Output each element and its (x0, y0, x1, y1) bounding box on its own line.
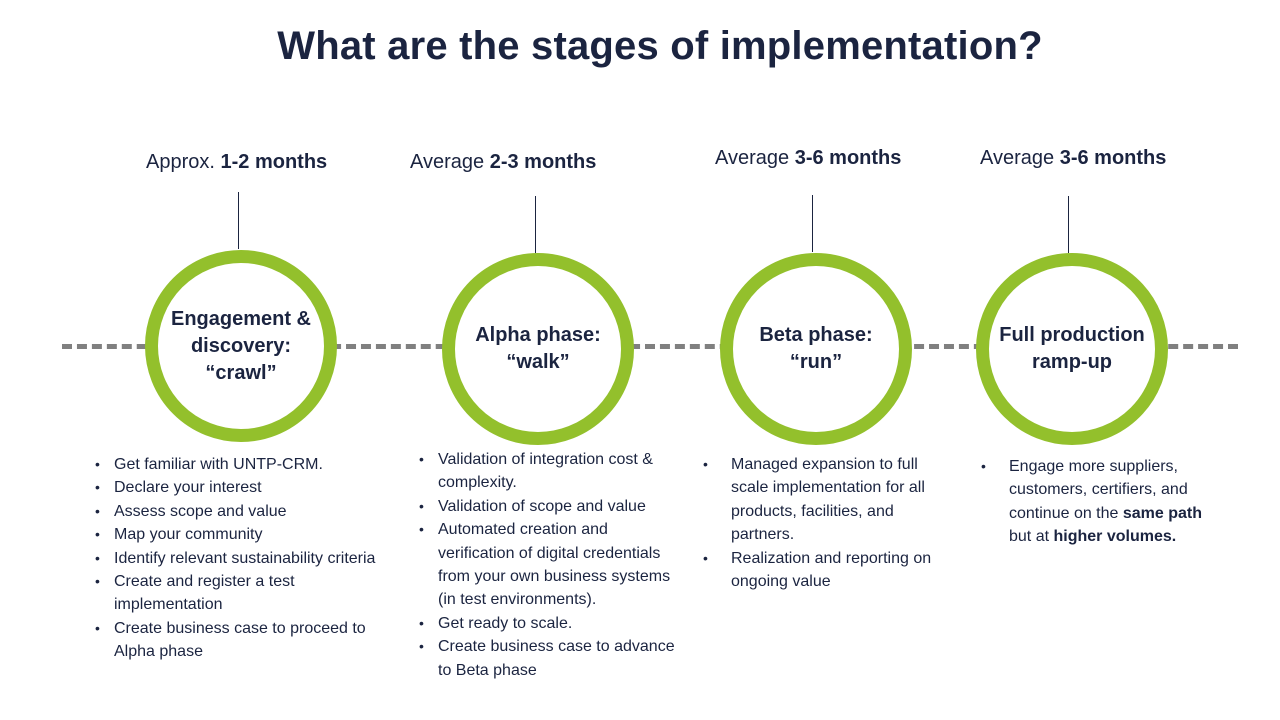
stage-3-connector (812, 195, 813, 252)
timeline-dashed-line (62, 344, 1238, 349)
stage-4-label: Full production ramp-up (999, 324, 1145, 373)
list-item: Create business case to advance to Beta … (416, 635, 686, 682)
stage-3-duration: Average 3-6 months (715, 147, 901, 170)
stage-1-bullet-list: Get familiar with UNTP-CRM. Declare your… (92, 453, 412, 664)
list-item: Get ready to scale. (416, 612, 686, 636)
stage-2-duration-prefix: Average (410, 151, 485, 173)
list-item: Create and register a test implementatio… (92, 570, 344, 617)
stage-4-duration-prefix: Average (980, 147, 1055, 169)
stage-1-duration-value: 1-2 months (220, 151, 328, 173)
stage-1-connector (238, 192, 239, 249)
stage-4-circle: Full production ramp-up (976, 253, 1168, 445)
stage-4-bullet-emphasis-path: same path (1122, 504, 1203, 522)
stage-3-duration-value: 3-6 months (794, 147, 902, 169)
list-item: Get familiar with UNTP-CRM. (92, 453, 412, 477)
stage-1-label: Engagement & discovery: “crawl” (170, 307, 312, 384)
list-item: Declare your interest (92, 476, 412, 500)
stage-3-bullet-list: Managed expansion to full scale implemen… (699, 453, 939, 593)
list-item: Assess scope and value (92, 500, 412, 524)
stage-1-circle: Engagement & discovery: “crawl” (145, 250, 337, 442)
stage-4-bullet-text-middle: but at (1009, 528, 1050, 546)
stage-2-connector (535, 196, 536, 253)
stage-3-duration-prefix: Average (715, 147, 790, 169)
stage-1-duration: Approx. 1-2 months (146, 151, 327, 174)
stage-4-duration: Average 3-6 months (980, 147, 1166, 170)
list-item: Automated creation and verification of d… (416, 518, 686, 612)
list-item: Identify relevant sustainability criteri… (92, 547, 412, 571)
list-item: Managed expansion to full scale implemen… (699, 453, 939, 547)
stage-2-duration: Average 2-3 months (410, 151, 596, 174)
list-item: Validation of scope and value (416, 495, 686, 519)
stage-4-duration-value: 3-6 months (1059, 147, 1167, 169)
stage-4-connector (1068, 196, 1069, 253)
stage-1-duration-prefix: Approx. (146, 151, 215, 173)
list-item: Validation of integration cost & complex… (416, 448, 686, 495)
stage-4-bullet-list: Engage more suppliers, customers, certif… (977, 455, 1227, 549)
stage-2-bullet-list: Validation of integration cost & complex… (416, 448, 686, 682)
list-item: Create business case to proceed to Alpha… (92, 617, 389, 664)
stage-2-circle: Alpha phase: “walk” (442, 253, 634, 445)
list-item: Map your community (92, 523, 412, 547)
stage-3-circle: Beta phase: “run” (720, 253, 912, 445)
list-item: Engage more suppliers, customers, certif… (977, 455, 1227, 549)
stage-4-bullet-text: Engage more suppliers, customers, certif… (1009, 458, 1188, 522)
page-title: What are the stages of implementation? (277, 24, 1043, 68)
stage-3-label: Beta phase: “run” (759, 324, 873, 373)
stage-2-label: Alpha phase: “walk” (475, 324, 601, 373)
stage-2-duration-value: 2-3 months (489, 151, 597, 173)
stage-4-bullet-emphasis-volume: higher volumes. (1053, 528, 1177, 546)
list-item: Realization and reporting on ongoing val… (699, 547, 939, 594)
